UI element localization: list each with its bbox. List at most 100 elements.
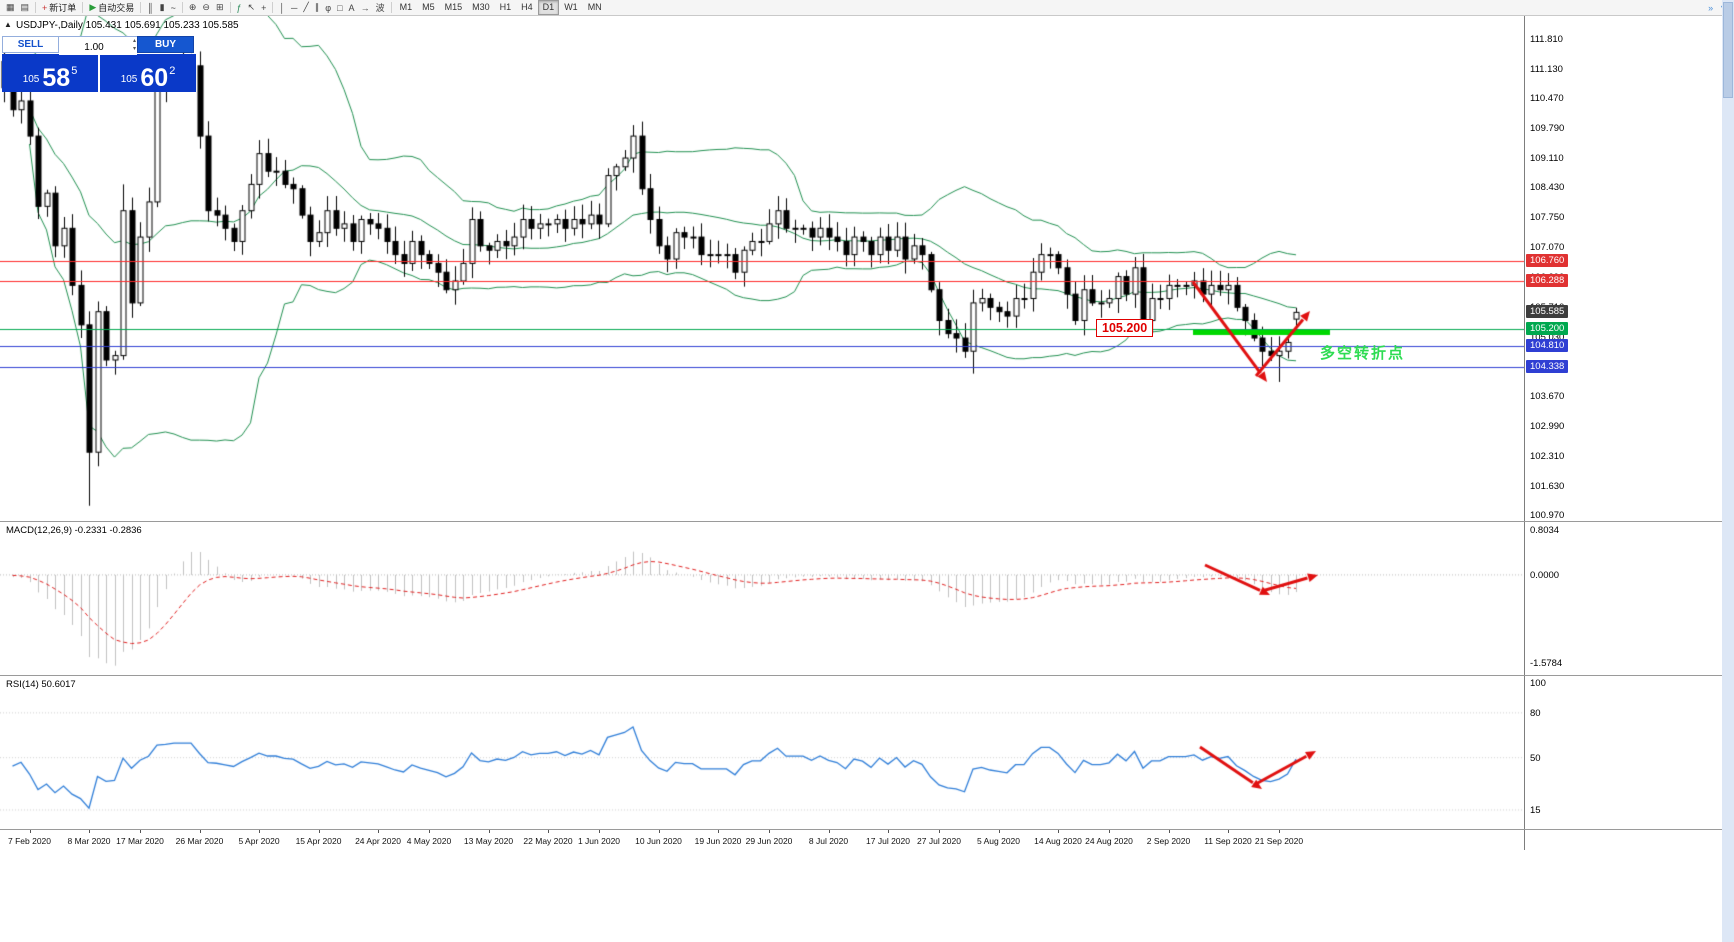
timeframe-h1[interactable]: H1 bbox=[499, 2, 512, 12]
bar-chart-button[interactable]: ║ bbox=[144, 1, 156, 14]
time-tick bbox=[30, 830, 31, 833]
time-tick bbox=[319, 830, 320, 833]
time-tick bbox=[200, 830, 201, 833]
time-label: 14 Aug 2020 bbox=[1034, 836, 1082, 846]
timeframe-mn[interactable]: MN bbox=[587, 2, 602, 12]
shapes-button[interactable]: □ bbox=[334, 1, 345, 14]
vertical-scrollbar[interactable] bbox=[1722, 0, 1734, 942]
macd-tick-label: -1.5784 bbox=[1530, 658, 1563, 670]
buy-price-sup: 2 bbox=[169, 65, 176, 77]
price-tick-label: 107.070 bbox=[1530, 242, 1565, 254]
time-tick bbox=[939, 830, 940, 833]
new-order-icon: + bbox=[42, 2, 48, 13]
text-button[interactable]: A bbox=[346, 1, 358, 14]
panel-separator[interactable] bbox=[0, 675, 1722, 676]
lot-size-input[interactable] bbox=[59, 40, 137, 55]
crosshair-button[interactable]: + bbox=[258, 1, 269, 14]
price-level-tag: 105.200 bbox=[1526, 322, 1569, 336]
time-label: 19 Jun 2020 bbox=[694, 836, 742, 846]
channel-icon: ∥ bbox=[314, 2, 320, 12]
new-order-button[interactable]: + 新订单 bbox=[39, 1, 79, 14]
scrollbar-thumb[interactable] bbox=[1723, 2, 1733, 98]
sell-price-button[interactable]: 105 58 5 bbox=[2, 54, 98, 92]
timeframe-m30[interactable]: M30 bbox=[472, 2, 490, 12]
price-tick-label: 107.750 bbox=[1530, 212, 1565, 224]
shapes-icon: □ bbox=[337, 2, 343, 13]
timeframe-w1[interactable]: W1 bbox=[564, 2, 578, 12]
chart-profiles-icon: ▤ bbox=[20, 2, 30, 12]
macd-canvas[interactable] bbox=[0, 523, 1524, 675]
bar-chart-icon: ║ bbox=[147, 2, 154, 13]
macd-tick-label: 0.8034 bbox=[1530, 525, 1560, 537]
rsi-tick-label: 80 bbox=[1530, 707, 1541, 719]
cursor-button[interactable]: ↖ bbox=[245, 1, 259, 14]
line-chart-button[interactable]: ~ bbox=[168, 1, 179, 14]
vertical-line-button[interactable]: │ bbox=[276, 1, 288, 14]
price-tick-label: 103.670 bbox=[1530, 391, 1565, 403]
time-tick bbox=[259, 830, 260, 833]
cursor-icon: ↖ bbox=[247, 2, 256, 12]
price-tick-label: 102.990 bbox=[1530, 421, 1565, 433]
trendline-icon: ╱ bbox=[303, 2, 309, 12]
time-tick bbox=[1109, 830, 1110, 833]
time-label: 24 Aug 2020 bbox=[1085, 836, 1133, 846]
time-label: 11 Sep 2020 bbox=[1204, 836, 1252, 846]
fibonacci-button[interactable]: φ bbox=[322, 1, 334, 14]
macd-panel: MACD(12,26,9) -0.2331 -0.2836 bbox=[0, 523, 1524, 675]
timeframe-d1[interactable]: D1 bbox=[537, 0, 560, 15]
rsi-canvas[interactable] bbox=[0, 677, 1524, 829]
new-chart-icon: ▦ bbox=[6, 2, 15, 12]
text-icon: A bbox=[348, 2, 355, 13]
main-chart-canvas[interactable] bbox=[0, 16, 1524, 521]
sell-button[interactable]: SELL bbox=[2, 36, 59, 53]
time-label: 10 Jun 2020 bbox=[635, 836, 682, 846]
timeframe-h4[interactable]: H4 bbox=[521, 2, 533, 12]
vertical-line-icon: │ bbox=[279, 2, 285, 13]
one-click-collapse-icon[interactable]: ▲ bbox=[4, 20, 12, 29]
candlestick-button[interactable]: ▮ bbox=[157, 1, 168, 14]
buy-button[interactable]: BUY bbox=[137, 36, 194, 53]
price-flag-annotation[interactable]: 105.200 bbox=[1096, 319, 1154, 337]
price-level-tag: 104.338 bbox=[1526, 360, 1569, 374]
autotrading-button[interactable]: ▶ 自动交易 bbox=[86, 1, 137, 14]
zoom-out-button[interactable]: ⊖ bbox=[199, 1, 213, 14]
wave-tool-button[interactable]: 波 bbox=[373, 1, 388, 14]
buy-price-button[interactable]: 105 60 2 bbox=[100, 54, 196, 92]
price-axis[interactable]: 111.810 111.130 110.470 109.790 109.110 108.4… bbox=[1524, 16, 1723, 850]
time-label: 8 Jul 2020 bbox=[808, 836, 849, 846]
zoom-in-button[interactable]: ⊕ bbox=[186, 1, 200, 14]
price-tick-label: 109.790 bbox=[1530, 122, 1565, 134]
main-chart-panel: ▲ USDJPY-,Daily 105.431 105.691 105.233 … bbox=[0, 16, 1524, 521]
crosshair-icon: + bbox=[261, 2, 267, 13]
toolbar-separator bbox=[272, 2, 274, 13]
horizontal-line-button[interactable]: ─ bbox=[288, 1, 300, 14]
arrow-tools-button[interactable]: → bbox=[358, 1, 373, 14]
time-label: 17 Mar 2020 bbox=[116, 836, 164, 846]
channel-button[interactable]: ∥ bbox=[312, 1, 323, 14]
time-label: 27 Jul 2020 bbox=[917, 836, 961, 846]
new-order-button-label: 新订单 bbox=[49, 3, 77, 13]
time-axis[interactable]: 7 Feb 2020 8 Mar 2020 17 Mar 2020 26 Mar 20… bbox=[0, 830, 1524, 850]
horizontal-line-icon: ─ bbox=[290, 2, 298, 13]
chart-profiles-button[interactable]: ▤ bbox=[18, 1, 33, 14]
indicators-button[interactable]: ƒ bbox=[234, 1, 245, 14]
trendline-button[interactable]: ╱ bbox=[300, 1, 311, 14]
chinese-note-annotation[interactable]: 多空转折点 bbox=[1320, 345, 1406, 362]
arrow-tools-icon: → bbox=[360, 2, 370, 13]
toolbar-separator bbox=[82, 2, 84, 13]
tile-windows-button[interactable]: ⊞ bbox=[213, 1, 227, 14]
time-label: 21 Sep 2020 bbox=[1254, 836, 1304, 846]
panel-separator[interactable] bbox=[0, 521, 1722, 522]
toolbar-separator bbox=[140, 2, 142, 13]
lot-spinner[interactable]: ▴ ▾ bbox=[132, 38, 136, 52]
new-chart-button[interactable]: ▦ bbox=[3, 1, 18, 14]
timeframe-m15[interactable]: M15 bbox=[444, 2, 463, 12]
timeframe-m1[interactable]: M1 bbox=[399, 2, 413, 12]
scroll-to-end-button[interactable]: » bbox=[1708, 2, 1714, 13]
time-label: 29 Jun 2020 bbox=[745, 836, 793, 846]
price-tick-label: 111.130 bbox=[1530, 63, 1563, 75]
timeframe-m5[interactable]: M5 bbox=[422, 2, 435, 12]
time-label: 5 Aug 2020 bbox=[976, 836, 1021, 846]
time-tick bbox=[1279, 830, 1280, 833]
price-level-tag: 104.810 bbox=[1526, 339, 1569, 353]
